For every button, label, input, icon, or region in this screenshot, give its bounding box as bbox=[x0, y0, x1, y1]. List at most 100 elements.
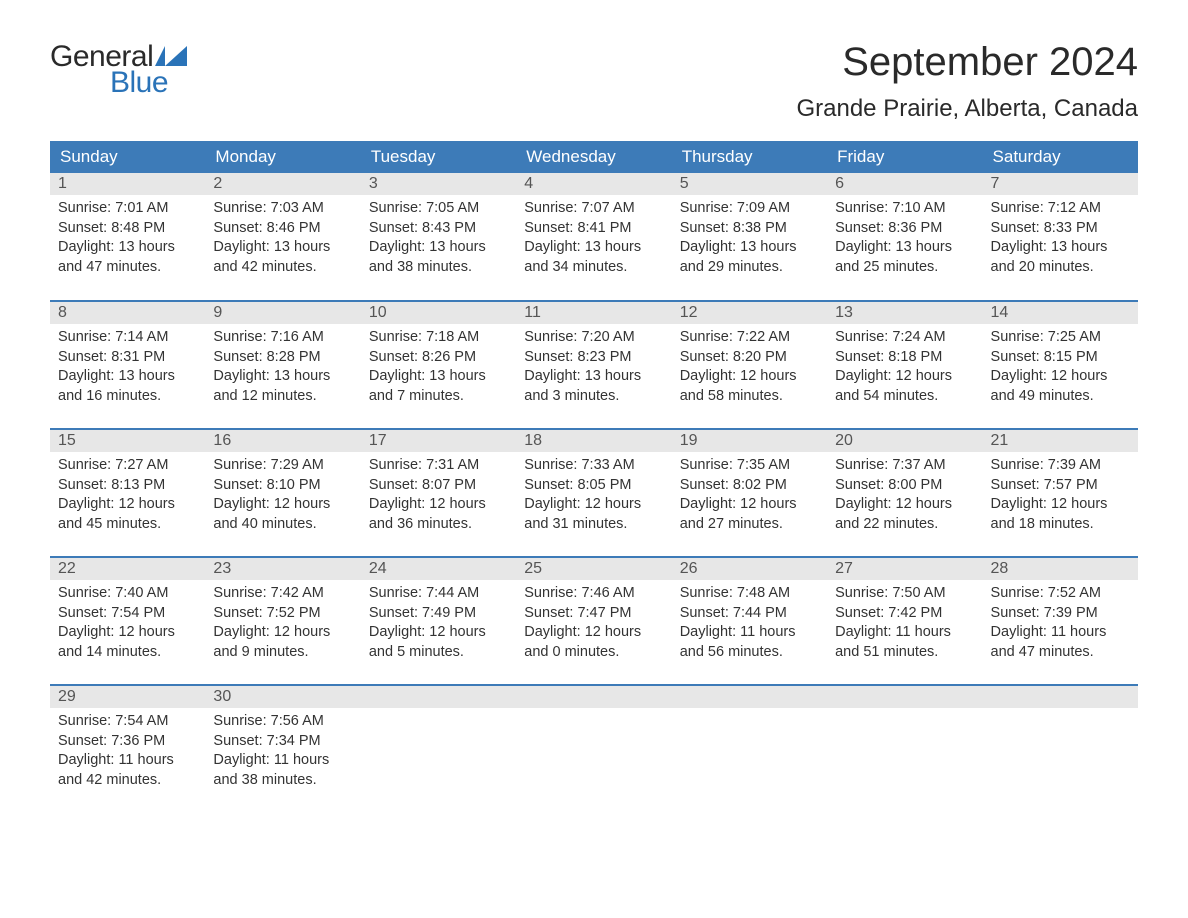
sunset-line: Sunset: 7:47 PM bbox=[524, 604, 663, 624]
day-content: Sunrise: 7:16 AMSunset: 8:28 PMDaylight:… bbox=[205, 324, 360, 410]
day-cell: 19Sunrise: 7:35 AMSunset: 8:02 PMDayligh… bbox=[672, 429, 827, 557]
daylight-line-1: Daylight: 13 hours bbox=[213, 238, 352, 258]
day-number: 17 bbox=[361, 430, 516, 452]
day-cell: 30 Sunrise: 7:56 AMSunset: 7:34 PMDayligh… bbox=[205, 685, 360, 813]
day-cell: 15Sunrise: 7:27 AMSunset: 8:13 PMDayligh… bbox=[50, 429, 205, 557]
daylight-line-1: Daylight: 12 hours bbox=[369, 623, 508, 643]
daylight-line-2: and 36 minutes. bbox=[369, 515, 508, 535]
day-cell: 24Sunrise: 7:44 AMSunset: 7:49 PMDayligh… bbox=[361, 557, 516, 685]
daylight-line-1: Daylight: 12 hours bbox=[835, 367, 974, 387]
sunrise-line: Sunrise: 7:52 AM bbox=[991, 584, 1130, 604]
day-number: 16 bbox=[205, 430, 360, 452]
day-number: 9 bbox=[205, 302, 360, 324]
sunset-line: Sunset: 8:31 PM bbox=[58, 348, 197, 368]
daylight-line-2: and 22 minutes. bbox=[835, 515, 974, 535]
day-content: Sunrise: 7:22 AMSunset: 8:20 PMDaylight:… bbox=[672, 324, 827, 410]
day-header: Thursday bbox=[672, 141, 827, 173]
sunset-line: Sunset: 7:36 PM bbox=[58, 732, 197, 752]
day-number: 22 bbox=[50, 558, 205, 580]
daylight-line-2: and 0 minutes. bbox=[524, 643, 663, 663]
week-row: 29Sunrise: 7:54 AMSunset: 7:36 PMDayligh… bbox=[50, 685, 1138, 813]
daylight-line-1: Daylight: 11 hours bbox=[680, 623, 819, 643]
sunrise-line: Sunrise: 7:14 AM bbox=[58, 328, 197, 348]
daylight-line-2: and 42 minutes. bbox=[213, 258, 352, 278]
sunset-line: Sunset: 8:00 PM bbox=[835, 476, 974, 496]
logo: General Blue bbox=[50, 40, 187, 100]
daylight-line-1: Daylight: 12 hours bbox=[991, 367, 1130, 387]
day-cell: 16Sunrise: 7:29 AMSunset: 8:10 PMDayligh… bbox=[205, 429, 360, 557]
day-header: Friday bbox=[827, 141, 982, 173]
sunset-line: Sunset: 8:13 PM bbox=[58, 476, 197, 496]
day-number: 26 bbox=[672, 558, 827, 580]
daylight-line-2: and 54 minutes. bbox=[835, 387, 974, 407]
daylight-line-1: Daylight: 12 hours bbox=[680, 495, 819, 515]
sunset-line: Sunset: 7:34 PM bbox=[213, 732, 352, 752]
day-number: 25 bbox=[516, 558, 671, 580]
day-cell: 17Sunrise: 7:31 AMSunset: 8:07 PMDayligh… bbox=[361, 429, 516, 557]
day-number: 14 bbox=[983, 302, 1138, 324]
sunrise-line: Sunrise: 7:07 AM bbox=[524, 199, 663, 219]
daylight-line-1: Daylight: 12 hours bbox=[369, 495, 508, 515]
sunrise-line: Sunrise: 7:03 AM bbox=[213, 199, 352, 219]
sunrise-line: Sunrise: 7:48 AM bbox=[680, 584, 819, 604]
day-content: Sunrise: 7:09 AMSunset: 8:38 PMDaylight:… bbox=[672, 195, 827, 281]
day-content: Sunrise: 7:48 AMSunset: 7:44 PMDaylight:… bbox=[672, 580, 827, 666]
day-content: Sunrise: 7:33 AMSunset: 8:05 PMDaylight:… bbox=[516, 452, 671, 538]
day-cell: 12Sunrise: 7:22 AMSunset: 8:20 PMDayligh… bbox=[672, 301, 827, 429]
sunrise-line: Sunrise: 7:09 AM bbox=[680, 199, 819, 219]
daylight-line-2: and 29 minutes. bbox=[680, 258, 819, 278]
day-cell: 22Sunrise: 7:40 AMSunset: 7:54 PMDayligh… bbox=[50, 557, 205, 685]
day-number: 8 bbox=[50, 302, 205, 324]
day-number: 11 bbox=[516, 302, 671, 324]
day-cell: 1Sunrise: 7:01 AMSunset: 8:48 PMDaylight… bbox=[50, 173, 205, 301]
sunrise-line: Sunrise: 7:12 AM bbox=[991, 199, 1130, 219]
day-cell: 29Sunrise: 7:54 AMSunset: 7:36 PMDayligh… bbox=[50, 685, 205, 813]
calendar-body: 1Sunrise: 7:01 AMSunset: 8:48 PMDaylight… bbox=[50, 173, 1138, 813]
sunrise-line: Sunrise: 7:35 AM bbox=[680, 456, 819, 476]
daylight-line-1: Daylight: 13 hours bbox=[524, 238, 663, 258]
day-number: 30 bbox=[205, 686, 360, 708]
daylight-line-1: Daylight: 12 hours bbox=[835, 495, 974, 515]
daylight-line-2: and 42 minutes. bbox=[58, 771, 197, 791]
day-cell: 8Sunrise: 7:14 AMSunset: 8:31 PMDaylight… bbox=[50, 301, 205, 429]
day-cell: 26Sunrise: 7:48 AMSunset: 7:44 PMDayligh… bbox=[672, 557, 827, 685]
sunrise-line: Sunrise: 7:46 AM bbox=[524, 584, 663, 604]
day-content: Sunrise: 7:35 AMSunset: 8:02 PMDaylight:… bbox=[672, 452, 827, 538]
day-content: Sunrise: 7:14 AMSunset: 8:31 PMDaylight:… bbox=[50, 324, 205, 410]
day-content: Sunrise: 7:03 AMSunset: 8:46 PMDaylight:… bbox=[205, 195, 360, 281]
daylight-line-2: and 5 minutes. bbox=[369, 643, 508, 663]
sunrise-line: Sunrise: 7:56 AM bbox=[213, 712, 352, 732]
header: General Blue September 2024 Grande Prair… bbox=[50, 40, 1138, 123]
daylight-line-1: Daylight: 12 hours bbox=[213, 623, 352, 643]
day-number: 24 bbox=[361, 558, 516, 580]
day-number: 20 bbox=[827, 430, 982, 452]
sunrise-line: Sunrise: 7:31 AM bbox=[369, 456, 508, 476]
daylight-line-1: Daylight: 11 hours bbox=[991, 623, 1130, 643]
sunrise-line: Sunrise: 7:20 AM bbox=[524, 328, 663, 348]
day-content: Sunrise: 7:44 AMSunset: 7:49 PMDaylight:… bbox=[361, 580, 516, 666]
day-content: Sunrise: 7:39 AMSunset: 7:57 PMDaylight:… bbox=[983, 452, 1138, 538]
day-number: 28 bbox=[983, 558, 1138, 580]
day-number-empty bbox=[672, 686, 827, 708]
daylight-line-2: and 38 minutes. bbox=[369, 258, 508, 278]
day-cell: 2Sunrise: 7:03 AMSunset: 8:46 PMDaylight… bbox=[205, 173, 360, 301]
sunset-line: Sunset: 8:10 PM bbox=[213, 476, 352, 496]
title-block: September 2024 Grande Prairie, Alberta, … bbox=[796, 40, 1138, 123]
sunrise-line: Sunrise: 7:25 AM bbox=[991, 328, 1130, 348]
day-number: 27 bbox=[827, 558, 982, 580]
day-content: Sunrise: 7:07 AMSunset: 8:41 PMDaylight:… bbox=[516, 195, 671, 281]
sunrise-line: Sunrise: 7:29 AM bbox=[213, 456, 352, 476]
daylight-line-1: Daylight: 11 hours bbox=[213, 751, 352, 771]
day-content: Sunrise: 7:42 AMSunset: 7:52 PMDaylight:… bbox=[205, 580, 360, 666]
day-cell: 3Sunrise: 7:05 AMSunset: 8:43 PMDaylight… bbox=[361, 173, 516, 301]
day-cell bbox=[983, 685, 1138, 813]
day-cell: 23Sunrise: 7:42 AMSunset: 7:52 PMDayligh… bbox=[205, 557, 360, 685]
daylight-line-2: and 34 minutes. bbox=[524, 258, 663, 278]
day-content: Sunrise: 7:25 AMSunset: 8:15 PMDaylight:… bbox=[983, 324, 1138, 410]
daylight-line-2: and 31 minutes. bbox=[524, 515, 663, 535]
sunset-line: Sunset: 7:42 PM bbox=[835, 604, 974, 624]
calendar-table: SundayMondayTuesdayWednesdayThursdayFrid… bbox=[50, 141, 1138, 813]
day-content: Sunrise: 7:54 AMSunset: 7:36 PMDaylight:… bbox=[50, 708, 205, 794]
day-content: Sunrise: 7:24 AMSunset: 8:18 PMDaylight:… bbox=[827, 324, 982, 410]
sunrise-line: Sunrise: 7:24 AM bbox=[835, 328, 974, 348]
